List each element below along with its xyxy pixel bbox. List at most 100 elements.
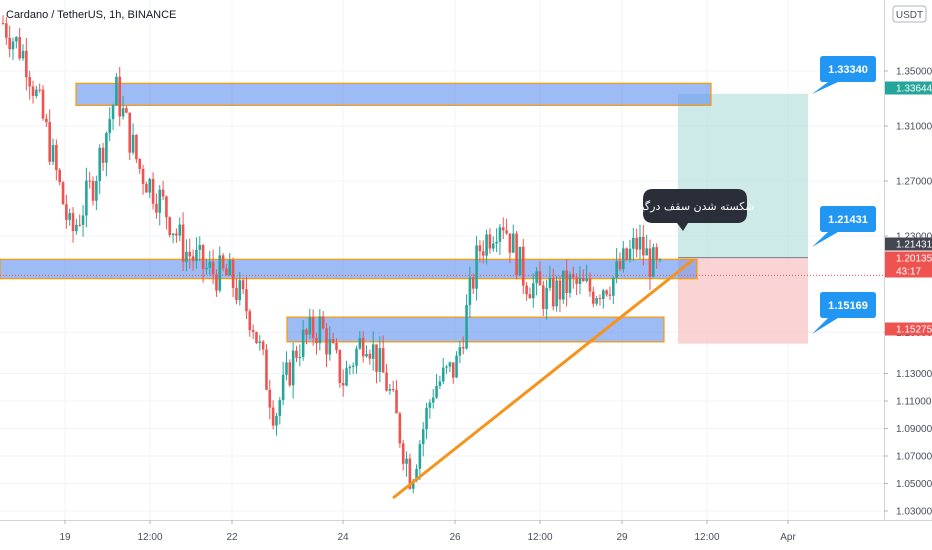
position-stop-zone[interactable] xyxy=(678,257,808,344)
callout-entry-label: 1.21431 xyxy=(828,214,868,226)
candle-body xyxy=(328,339,332,355)
time-axis[interactable]: 19 12:00 22 24 26 12:00 29 12:00 Apr xyxy=(59,520,796,543)
candle-body xyxy=(401,443,405,464)
candle-body xyxy=(225,268,228,276)
candle-body xyxy=(15,37,18,42)
time-tick-label: 24 xyxy=(337,532,349,543)
currency-button-frame xyxy=(892,5,927,23)
candle-body xyxy=(398,413,402,444)
candle-body xyxy=(48,122,51,162)
candle-body xyxy=(305,329,308,335)
candle-body xyxy=(578,277,582,284)
price-zone[interactable] xyxy=(75,82,712,106)
candle-body xyxy=(435,385,438,398)
candle-body xyxy=(5,23,8,38)
candle-body xyxy=(255,332,258,344)
callout-target-label: 1.33340 xyxy=(828,64,868,76)
candle-body xyxy=(135,134,138,160)
candle-body xyxy=(588,278,592,292)
candle-body xyxy=(61,182,65,205)
candle-body xyxy=(165,196,168,218)
candle-body xyxy=(348,366,352,369)
price-zone[interactable] xyxy=(286,316,665,343)
price-tag-label: 1.15275 xyxy=(896,325,932,336)
candle-body xyxy=(18,37,21,59)
candle-body xyxy=(495,241,498,244)
price-tag-label: 1.21431 xyxy=(896,240,932,251)
note-bubble[interactable]: شکسته شدن سقف درگیر xyxy=(635,189,755,231)
callout-entry[interactable]: 1.21431 xyxy=(812,206,876,247)
candle-body xyxy=(381,348,385,373)
candle-body xyxy=(351,365,355,367)
candle-body xyxy=(602,290,605,299)
candle-body xyxy=(108,119,112,133)
candle-body xyxy=(388,389,392,391)
candle-body xyxy=(65,204,68,220)
price-tick-label: 1.31000 xyxy=(896,122,932,133)
candle-body xyxy=(38,89,41,91)
trendline[interactable] xyxy=(392,259,694,499)
candle-body xyxy=(278,400,282,416)
currency-button[interactable]: USDT xyxy=(892,5,927,23)
candle-body xyxy=(91,180,95,201)
candle-body xyxy=(438,381,442,386)
candle-body xyxy=(85,180,88,216)
callout-stop[interactable]: 1.15169 xyxy=(812,292,876,334)
candle-body xyxy=(201,245,205,270)
note-text: شکسته شدن سقف درگیر xyxy=(635,200,755,213)
candle-body xyxy=(448,362,452,367)
time-tick-label: Apr xyxy=(780,532,796,543)
candle-body xyxy=(78,224,82,226)
price-tick-label: 1.03000 xyxy=(896,507,932,518)
candle-body xyxy=(31,86,35,97)
price-tag xyxy=(885,264,932,278)
candle-body xyxy=(218,255,222,291)
candle-body xyxy=(271,407,275,426)
time-tick-label: 22 xyxy=(226,532,238,543)
time-tick-label: 12:00 xyxy=(694,532,719,543)
candle-body xyxy=(485,234,488,256)
candle-body xyxy=(612,277,615,296)
time-tick-label: 12:00 xyxy=(527,532,552,543)
candle-body xyxy=(365,353,368,357)
candle-body xyxy=(622,248,625,270)
candle-body xyxy=(575,277,578,284)
candle-body xyxy=(581,277,585,282)
candle-body xyxy=(51,144,55,162)
candle-body xyxy=(652,247,655,277)
candle-body xyxy=(28,77,31,87)
candle-body xyxy=(615,261,618,278)
price-tick-label: 1.23000 xyxy=(896,232,932,243)
price-tag xyxy=(885,81,932,95)
candle-body xyxy=(511,233,515,253)
candle-body xyxy=(275,415,278,426)
candle-body xyxy=(311,317,315,339)
candle-body xyxy=(288,362,292,386)
candle-body xyxy=(425,407,428,430)
candle-body xyxy=(321,316,325,329)
callout-target-shape xyxy=(812,56,876,94)
candle-body xyxy=(551,277,555,307)
callout-entry-shape xyxy=(812,206,876,247)
candle-body xyxy=(378,348,382,372)
candle-body xyxy=(291,350,295,386)
candle-body xyxy=(55,144,58,170)
callout-stop-shape xyxy=(812,292,876,334)
callout-target[interactable]: 1.33340 xyxy=(812,56,876,94)
candle-body xyxy=(98,147,102,182)
price-tick-label: 1.35000 xyxy=(896,67,932,78)
time-tick-label: 26 xyxy=(449,532,461,543)
candle-body xyxy=(658,259,662,261)
candle-body xyxy=(151,178,155,204)
candle-body xyxy=(375,344,378,372)
price-tag xyxy=(885,237,932,251)
candle-body xyxy=(458,347,462,356)
candle-body xyxy=(541,285,545,309)
candle-body xyxy=(25,50,28,78)
candle-body xyxy=(248,311,252,331)
candle-body xyxy=(655,247,658,260)
price-tag-label: 1.20135 xyxy=(896,254,932,265)
candle-body xyxy=(418,444,422,469)
position-target-zone[interactable] xyxy=(678,93,808,258)
